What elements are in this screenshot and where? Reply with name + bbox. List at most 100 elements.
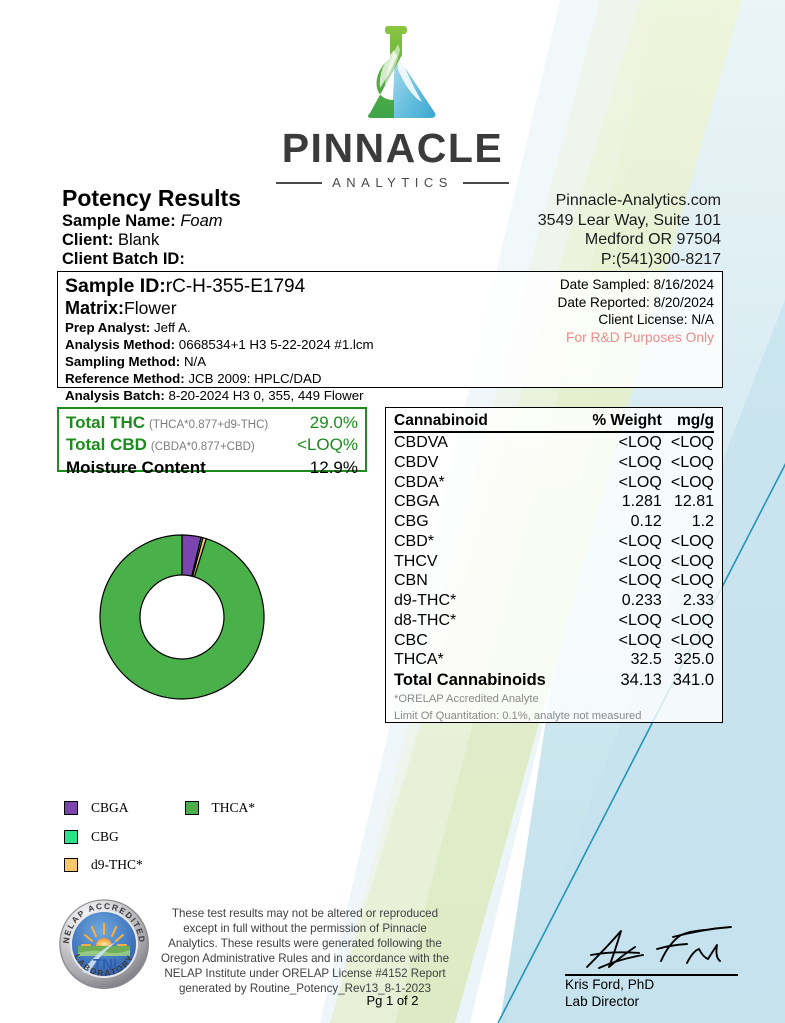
matrix-label: Matrix: (65, 298, 125, 319)
cell-cannabinoid: CBD* (394, 532, 435, 550)
legend-swatch-cbga (64, 801, 78, 815)
matrix-value: Flower (124, 298, 177, 319)
client-license: Client License: N/A (598, 312, 714, 328)
cell-mg-per-g: <LOQ (670, 453, 714, 471)
logo-wordmark: PINNACLE (281, 125, 504, 171)
signature-name: Kris Ford, PhD (565, 977, 655, 992)
moisture-content-row: Moisture Content 12.9% (66, 457, 358, 479)
cannabinoid-donut-chart (99, 534, 265, 700)
table-row: d8-THC* <LOQ <LOQ (394, 611, 714, 631)
sample-name-value: Foam (180, 211, 223, 230)
legend-item-cbg: CBG (64, 829, 119, 845)
rnd-purposes-notice: For R&D Purposes Only (566, 330, 714, 346)
legend-label-cbg: CBG (91, 828, 119, 844)
total-thc-label: Total THC (66, 413, 146, 432)
table-row: THCV <LOQ <LOQ (394, 552, 714, 572)
table-row: THCA* 32.5 325.0 (394, 650, 714, 670)
cell-cannabinoid: CBC (394, 631, 428, 649)
cell-cannabinoid: CBDV (394, 453, 439, 471)
cell-mg-per-g: 1.2 (691, 513, 714, 530)
cell-percent-weight: 0.233 (621, 592, 662, 609)
total-thc-value: 29.0% (309, 413, 358, 432)
cell-mg-per-g: 325.0 (673, 651, 714, 669)
legend-item-cbga: CBGA (64, 800, 129, 816)
legend-label-thca: THCA* (211, 800, 256, 815)
sampling-method-row: Sampling Method: N/A (65, 354, 374, 371)
cell-cannabinoid: CBDA* (394, 473, 445, 491)
cell-mg-per-g: <LOQ (670, 572, 714, 590)
cell-cannabinoid: Total Cannabinoids (394, 671, 546, 689)
legend-swatch-d9thc (64, 858, 78, 872)
sampling-method-value: N/A (183, 353, 207, 369)
company-website: Pinnacle-Analytics.com (555, 192, 721, 209)
moisture-content-label: Moisture Content (66, 457, 206, 477)
col-mg-per-g: mg/g (661, 412, 714, 433)
table-row: CBN <LOQ <LOQ (394, 571, 714, 591)
company-address-line2: Medford OR 97504 (584, 231, 721, 249)
cell-mg-per-g: 12.81 (673, 493, 714, 511)
cell-cannabinoid: d9-THC* (394, 592, 457, 609)
sample-id-label: Sample ID: (65, 275, 166, 297)
table-note-orelap: *ORELAP Accredited Analyte (394, 693, 539, 706)
table-row: Total Cannabinoids 34.13 341.0 (394, 670, 714, 690)
sample-id-value: rC-H-355-E1794 (165, 276, 306, 297)
cell-percent-weight: <LOQ (618, 552, 662, 570)
table-row: CBDVA <LOQ <LOQ (394, 432, 714, 453)
sampling-method-label: Sampling Method: (65, 353, 181, 369)
legend-row-3: d9-THC* (64, 857, 344, 873)
table-row: CBG 0.12 1.2 (394, 512, 714, 532)
legend-item-thca: THCA* (184, 800, 256, 816)
seal-center-text: TNI (93, 956, 117, 973)
disclaimer-text: These test results may not be altered or… (160, 907, 450, 996)
cell-mg-per-g: <LOQ (670, 473, 714, 491)
client-batch-label: Client Batch ID: (62, 250, 185, 269)
cell-mg-per-g: 2.33 (682, 592, 714, 609)
client-row: Client: Blank (62, 231, 241, 250)
cell-mg-per-g: <LOQ (670, 631, 714, 649)
matrix-row: Matrix:Flower (65, 298, 374, 320)
analysis-batch-label: Analysis Batch: (65, 387, 165, 403)
total-thc-formula: (THCA*0.877+d9-THC) (149, 419, 269, 431)
sample-info-right: Date Sampled: 8/16/2024 Date Reported: 8… (558, 276, 714, 347)
legend-label-cbga: CBGA (91, 800, 129, 815)
logo-rule-right (462, 181, 509, 184)
col-cannabinoid: Cannabinoid (394, 412, 578, 433)
moisture-content-value: 12.9% (309, 457, 358, 477)
table-row: d9-THC* 0.233 2.33 (394, 591, 714, 611)
table-note-loq: Limit Of Quantitation: 0.1%, analyte not… (394, 709, 642, 722)
cell-cannabinoid: d8-THC* (394, 611, 457, 629)
report-header-left: Potency Results Sample Name: Foam Client… (62, 185, 241, 270)
col-percent-weight: % Weight (577, 412, 662, 433)
cannabinoid-table: Cannabinoid % Weight mg/g CBDVA <LOQ <LOQ C… (394, 412, 714, 690)
total-cbd-value: <LOQ% (297, 435, 358, 455)
cell-percent-weight: <LOQ (618, 611, 662, 629)
company-contact-block: Pinnacle-Analytics.com 3549 Lear Way, Su… (538, 191, 721, 269)
cell-mg-per-g: <LOQ (670, 552, 714, 570)
total-cbd-formula: (CBDA*0.877+CBD) (150, 441, 255, 454)
cell-cannabinoid: CBG (394, 513, 429, 530)
chart-legend: CBGA THCA* CBG d9-THC* (64, 800, 344, 886)
cell-cannabinoid: CBN (394, 572, 428, 590)
cell-mg-per-g: <LOQ (670, 532, 714, 550)
analysis-batch-value: 8-20-2024 H3 0, 355, 449 Flower (168, 387, 364, 403)
reference-method-row: Reference Method: JCB 2009: HPLC/DAD (65, 371, 374, 388)
total-thc-row: Total THC (THCA*0.877+d9-THC) 29.0% (66, 412, 358, 434)
cell-cannabinoid: THCA* (394, 651, 444, 669)
table-row: CBDA* <LOQ <LOQ (394, 473, 714, 493)
cell-mg-per-g: 341.0 (672, 671, 714, 689)
table-row: CBD* <LOQ <LOQ (394, 532, 714, 552)
reference-method-label: Reference Method: (65, 370, 185, 386)
client-value: Blank (117, 231, 160, 250)
sample-name-row: Sample Name: Foam (62, 212, 241, 231)
prep-analyst-label: Prep Analyst: (65, 320, 151, 335)
date-sampled: Date Sampled: 8/16/2024 (559, 277, 714, 292)
signature-block: Kris Ford, PhD Lab Director (565, 925, 740, 1010)
cell-mg-per-g: <LOQ (670, 611, 714, 629)
cell-percent-weight: <LOQ (618, 532, 662, 550)
company-logo: PINNACLE ANALYTICS (0, 14, 785, 190)
cell-cannabinoid: CBDVA (394, 434, 448, 451)
total-cbd-label: Total CBD (66, 435, 147, 455)
page-title: Potency Results (62, 185, 241, 211)
sample-info-box: Sample ID:rC-H-355-E1794 Matrix:Flower P… (57, 271, 723, 403)
table-row: CBGA 1.281 12.81 (394, 492, 714, 512)
